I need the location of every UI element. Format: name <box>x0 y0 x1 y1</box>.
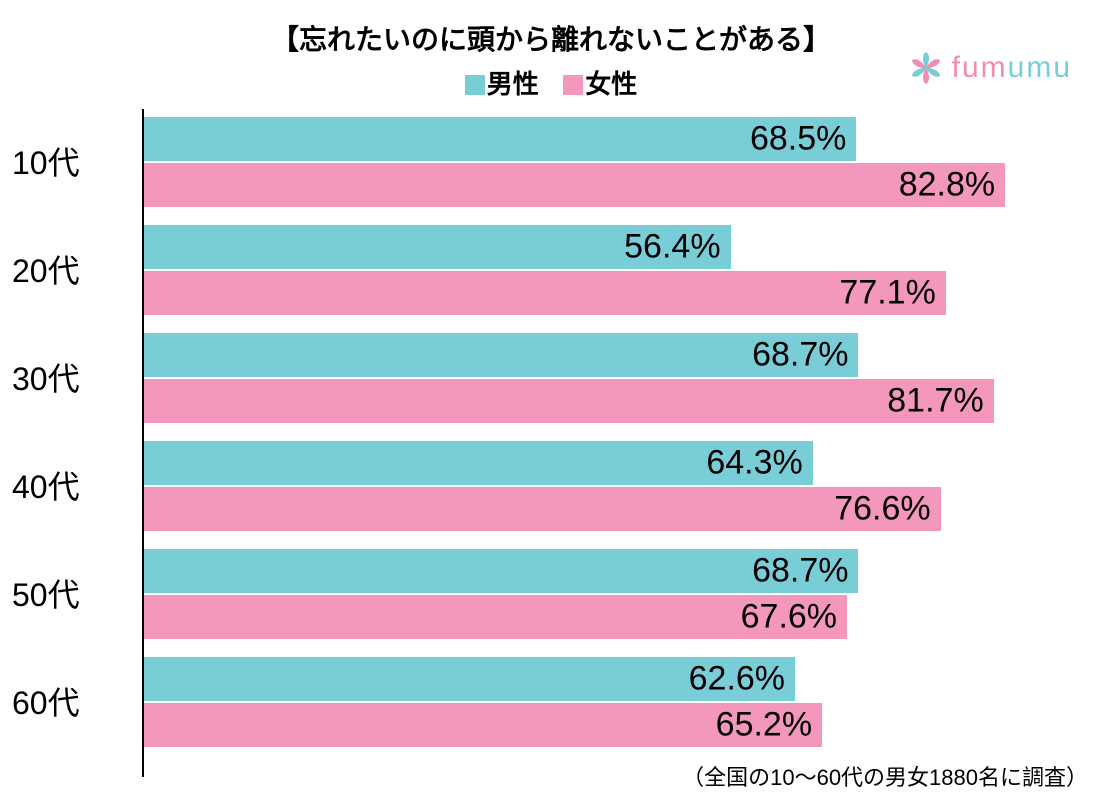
male-bar: 62.6% <box>144 657 795 701</box>
male-value-label: 64.3% <box>706 444 802 483</box>
male-bar: 68.5% <box>144 117 856 161</box>
legend-swatch-male <box>465 75 485 95</box>
male-bar: 56.4% <box>144 225 731 269</box>
female-bar: 76.6% <box>144 487 941 531</box>
bar-group: 40代64.3%76.6% <box>144 433 1080 537</box>
flower-icon <box>906 48 946 88</box>
chart-footnote: （全国の10〜60代の男女1880名に調査） <box>682 760 1088 792</box>
female-value-label: 81.7% <box>887 382 983 421</box>
female-value-label: 77.1% <box>839 274 935 313</box>
legend-swatch-female <box>563 75 583 95</box>
legend-label-male: 男性 <box>487 69 539 99</box>
category-label: 10代 <box>12 138 132 184</box>
female-value-label: 65.2% <box>716 706 812 745</box>
brand-text: fumumu <box>952 51 1072 85</box>
male-value-label: 56.4% <box>624 228 720 267</box>
legend-label-female: 女性 <box>585 69 637 99</box>
male-bar: 64.3% <box>144 441 813 485</box>
male-value-label: 62.6% <box>689 660 785 699</box>
female-bar: 65.2% <box>144 703 822 747</box>
bar-chart: 10代68.5%82.8%20代56.4%77.1%30代68.7%81.7%4… <box>142 109 1080 777</box>
male-value-label: 68.5% <box>750 120 846 159</box>
bar-group: 10代68.5%82.8% <box>144 109 1080 213</box>
bar-group: 50代68.7%67.6% <box>144 541 1080 645</box>
female-value-label: 67.6% <box>741 598 837 637</box>
female-value-label: 82.8% <box>899 166 995 205</box>
male-bar: 68.7% <box>144 333 858 377</box>
category-label: 20代 <box>12 246 132 292</box>
brand-logo: fumumu <box>906 48 1072 88</box>
category-label: 50代 <box>12 570 132 616</box>
bar-group: 60代62.6%65.2% <box>144 649 1080 753</box>
category-label: 40代 <box>12 462 132 508</box>
category-label: 60代 <box>12 678 132 724</box>
female-bar: 81.7% <box>144 379 994 423</box>
bar-group: 20代56.4%77.1% <box>144 217 1080 321</box>
female-bar: 67.6% <box>144 595 847 639</box>
female-value-label: 76.6% <box>834 490 930 529</box>
male-bar: 68.7% <box>144 549 858 593</box>
category-label: 30代 <box>12 354 132 400</box>
male-value-label: 68.7% <box>752 552 848 591</box>
female-bar: 77.1% <box>144 271 946 315</box>
bar-group: 30代68.7%81.7% <box>144 325 1080 429</box>
male-value-label: 68.7% <box>752 336 848 375</box>
female-bar: 82.8% <box>144 163 1005 207</box>
